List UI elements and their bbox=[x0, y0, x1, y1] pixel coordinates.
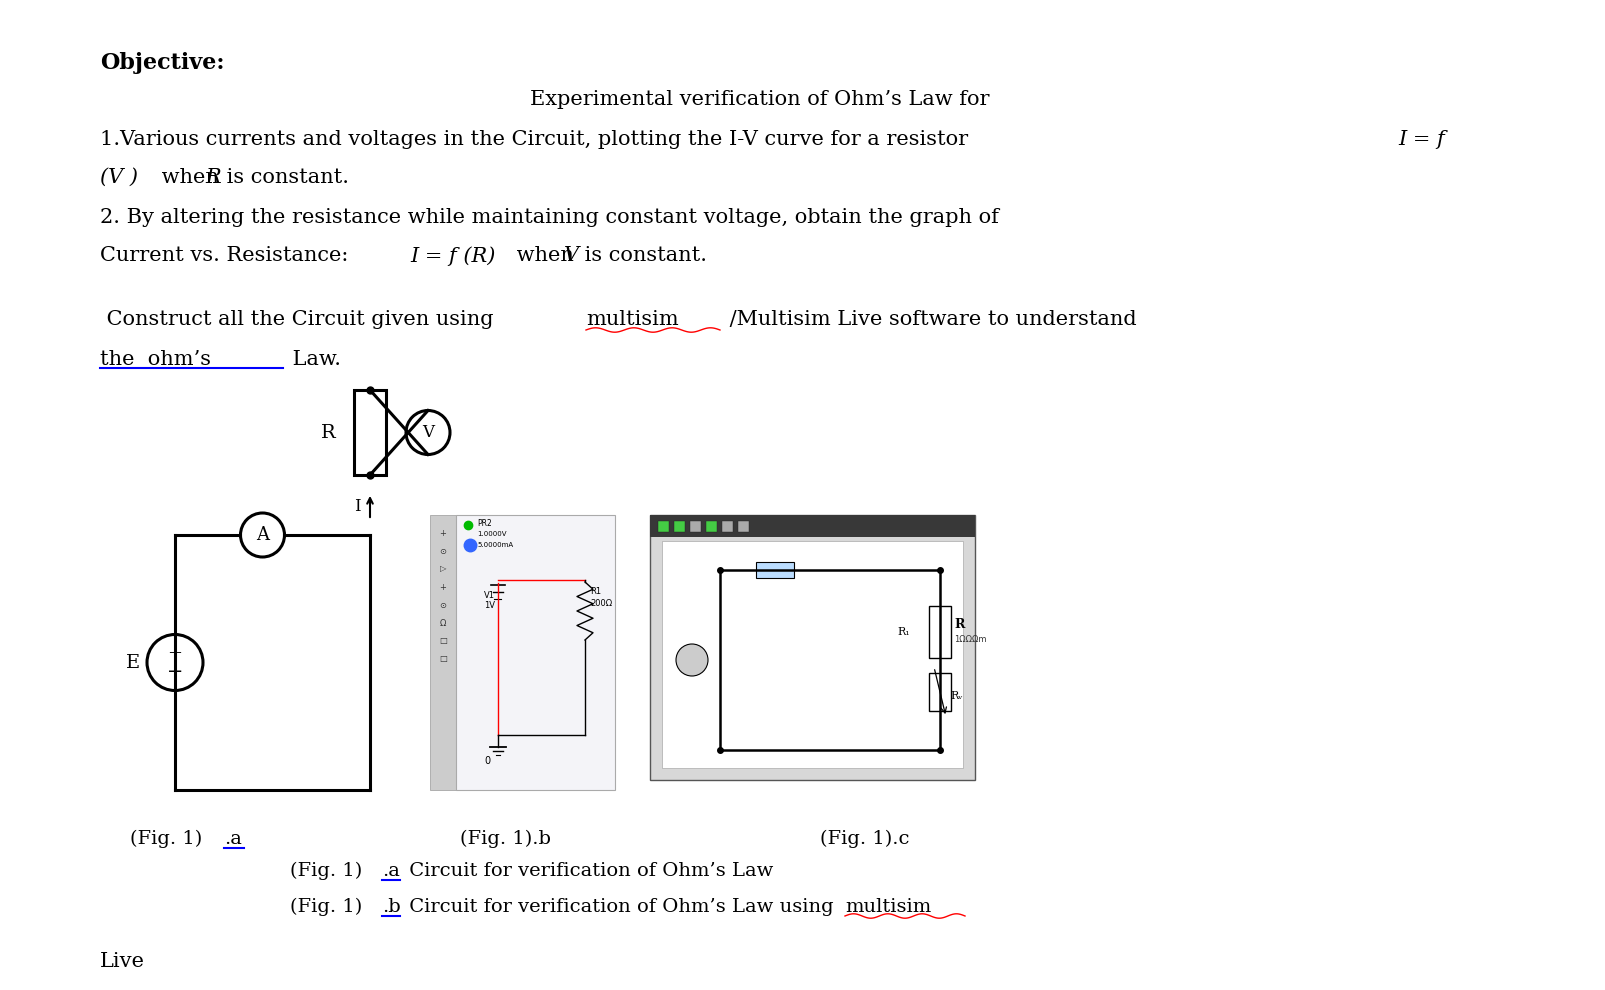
Text: 1.Various currents and voltages in the Circuit, plotting the I-V curve for a res: 1.Various currents and voltages in the C… bbox=[100, 130, 974, 149]
Text: +: + bbox=[167, 644, 183, 662]
Text: PR2: PR2 bbox=[477, 519, 491, 528]
Bar bbox=[353, 390, 385, 475]
Text: Ω: Ω bbox=[440, 619, 446, 628]
Text: 5.0000mA: 5.0000mA bbox=[477, 542, 514, 548]
Text: □: □ bbox=[438, 654, 446, 663]
Text: V: V bbox=[563, 246, 579, 265]
Text: 1ΩΩΩm: 1ΩΩΩm bbox=[953, 636, 985, 644]
Text: (Fig. 1): (Fig. 1) bbox=[291, 862, 363, 880]
Text: when: when bbox=[510, 246, 579, 265]
Text: R1: R1 bbox=[589, 587, 600, 597]
Text: 1.0000V: 1.0000V bbox=[477, 531, 506, 537]
Text: R: R bbox=[953, 618, 963, 631]
Text: Circuit for verification of Ohm’s Law using: Circuit for verification of Ohm’s Law us… bbox=[403, 898, 839, 916]
Text: 1V: 1V bbox=[483, 601, 494, 610]
Bar bbox=[650, 515, 974, 780]
Text: (Fig. 1): (Fig. 1) bbox=[291, 898, 363, 917]
Text: I = f (R): I = f (R) bbox=[409, 246, 494, 265]
Text: I = f: I = f bbox=[1396, 130, 1444, 149]
Text: (Fig. 1): (Fig. 1) bbox=[130, 830, 202, 848]
Text: R: R bbox=[205, 168, 220, 187]
Text: Objective:: Objective: bbox=[100, 52, 225, 74]
Text: Rᵥ: Rᵥ bbox=[950, 691, 961, 701]
Text: multisim: multisim bbox=[844, 898, 931, 916]
Text: 200Ω: 200Ω bbox=[589, 600, 612, 609]
Bar bbox=[738, 521, 748, 532]
Text: ▷: ▷ bbox=[440, 564, 446, 573]
Text: I: I bbox=[353, 498, 360, 515]
Text: □: □ bbox=[438, 637, 446, 645]
Bar bbox=[674, 521, 685, 532]
Text: R: R bbox=[321, 424, 335, 442]
Text: (Fig. 1).b: (Fig. 1).b bbox=[459, 830, 551, 848]
Text: Current vs. Resistance:: Current vs. Resistance: bbox=[100, 246, 355, 265]
Bar bbox=[928, 606, 950, 658]
Text: R₁: R₁ bbox=[897, 627, 910, 637]
Text: V1: V1 bbox=[483, 590, 494, 600]
Text: Circuit for verification of Ohm’s Law: Circuit for verification of Ohm’s Law bbox=[403, 862, 774, 880]
Text: .a: .a bbox=[223, 830, 242, 848]
Text: ⊙: ⊙ bbox=[440, 601, 446, 610]
Text: Construct all the Circuit given using: Construct all the Circuit given using bbox=[100, 310, 499, 329]
Text: A: A bbox=[255, 526, 268, 544]
Text: +: + bbox=[440, 529, 446, 538]
Text: E: E bbox=[125, 653, 140, 671]
Bar bbox=[722, 521, 732, 532]
Bar bbox=[928, 673, 950, 711]
Bar bbox=[456, 515, 615, 790]
Text: 0: 0 bbox=[483, 756, 490, 766]
Text: Live: Live bbox=[100, 952, 144, 971]
Text: +: + bbox=[440, 582, 446, 591]
Bar bbox=[661, 541, 963, 768]
Text: .a: .a bbox=[382, 862, 400, 880]
Text: .b: .b bbox=[382, 898, 401, 916]
Text: (V ): (V ) bbox=[100, 168, 138, 187]
Text: multisim: multisim bbox=[586, 310, 679, 329]
Text: /Multisim Live software to understand: /Multisim Live software to understand bbox=[722, 310, 1136, 329]
Bar bbox=[658, 521, 669, 532]
Text: (Fig. 1).c: (Fig. 1).c bbox=[820, 830, 908, 848]
Text: the  ohm’s: the ohm’s bbox=[100, 350, 210, 369]
Bar bbox=[430, 515, 456, 790]
Text: 2. By altering the resistance while maintaining constant voltage, obtain the gra: 2. By altering the resistance while main… bbox=[100, 208, 998, 227]
Bar bbox=[756, 562, 793, 578]
Circle shape bbox=[676, 644, 708, 676]
Text: −: − bbox=[167, 662, 183, 680]
Text: V: V bbox=[422, 424, 433, 441]
Bar bbox=[706, 521, 716, 532]
Text: ⊙: ⊙ bbox=[440, 546, 446, 555]
Text: when: when bbox=[156, 168, 225, 187]
Text: Law.: Law. bbox=[286, 350, 340, 369]
Bar bbox=[650, 515, 974, 537]
Bar bbox=[690, 521, 700, 532]
Text: is constant.: is constant. bbox=[220, 168, 348, 187]
Text: Experimental verification of Ohm’s Law for: Experimental verification of Ohm’s Law f… bbox=[530, 90, 989, 109]
Text: is constant.: is constant. bbox=[578, 246, 706, 265]
